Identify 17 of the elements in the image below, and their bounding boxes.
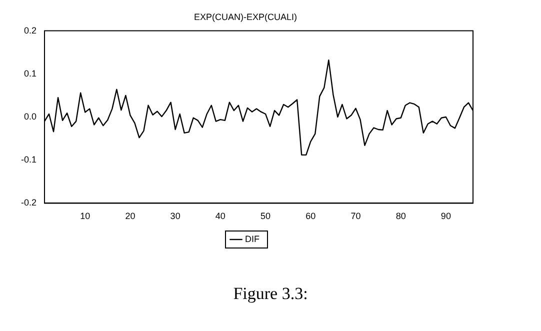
- x-tick-label: 10: [80, 211, 90, 222]
- x-tick-label: 50: [260, 211, 271, 222]
- x-tick-label: 60: [306, 211, 316, 222]
- x-tick-label: 30: [170, 211, 180, 222]
- x-tick-label: 70: [350, 211, 361, 222]
- x-tick-label: 20: [125, 211, 136, 222]
- y-tick-label: -0.2: [20, 198, 37, 208]
- chart-title: EXP(CUAN)-EXP(CUALI): [194, 12, 298, 22]
- x-tick-label: 90: [440, 211, 451, 222]
- y-tick-label: -0.1: [20, 154, 37, 165]
- y-tick-label: 0.2: [24, 25, 37, 36]
- caption: Figure 3.3:: [232, 284, 309, 304]
- x-tick-label: 40: [215, 211, 226, 222]
- x-tick-label: 80: [396, 211, 406, 222]
- legend-label: DIF: [245, 234, 260, 244]
- y-tick-label: 0.1: [24, 68, 37, 78]
- y-tick-label: 0.0: [24, 111, 37, 122]
